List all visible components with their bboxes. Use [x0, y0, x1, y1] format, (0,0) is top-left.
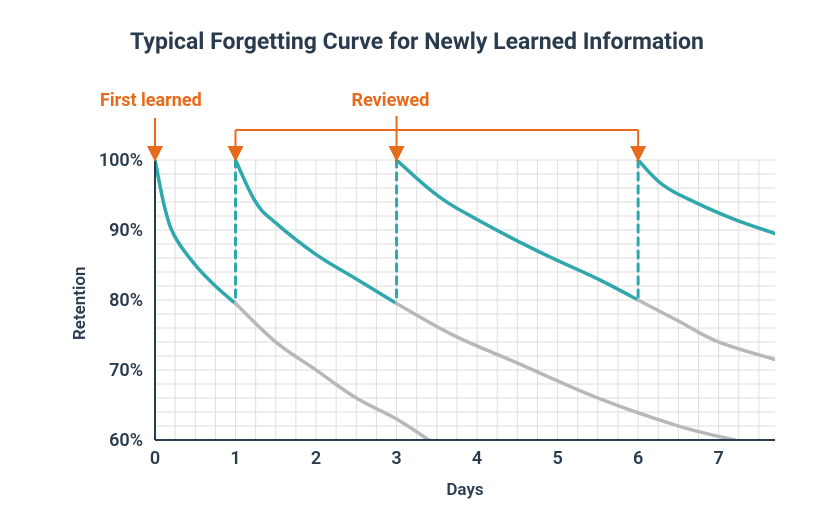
- x-tick-label: 7: [713, 448, 723, 469]
- reviewed-label: Reviewed: [352, 90, 430, 111]
- x-tick-label: 6: [633, 448, 643, 469]
- y-tick-label: 70%: [109, 360, 143, 381]
- x-tick-label: 2: [311, 448, 321, 469]
- grid: [155, 160, 775, 440]
- y-tick-label: 90%: [109, 220, 143, 241]
- y-tick-label: 100%: [99, 150, 143, 171]
- y-tick-label: 60%: [109, 430, 143, 451]
- x-axis-label: Days: [155, 480, 775, 500]
- y-tick-label: 80%: [109, 290, 143, 311]
- forgetting-curve-4: [236, 304, 429, 441]
- x-tick-label: 5: [552, 448, 562, 469]
- x-tick-label: 3: [391, 448, 401, 469]
- y-axis-label: Retention: [70, 266, 90, 340]
- x-tick-label: 1: [230, 448, 240, 469]
- x-tick-label: 0: [150, 448, 160, 469]
- x-tick-label: 4: [472, 448, 482, 469]
- first-learned-label: First learned: [100, 90, 202, 111]
- forgetting-curve-chart: 60% 70% 80% 90% 100% 0 1 2 3 4 5 6 7: [0, 0, 834, 532]
